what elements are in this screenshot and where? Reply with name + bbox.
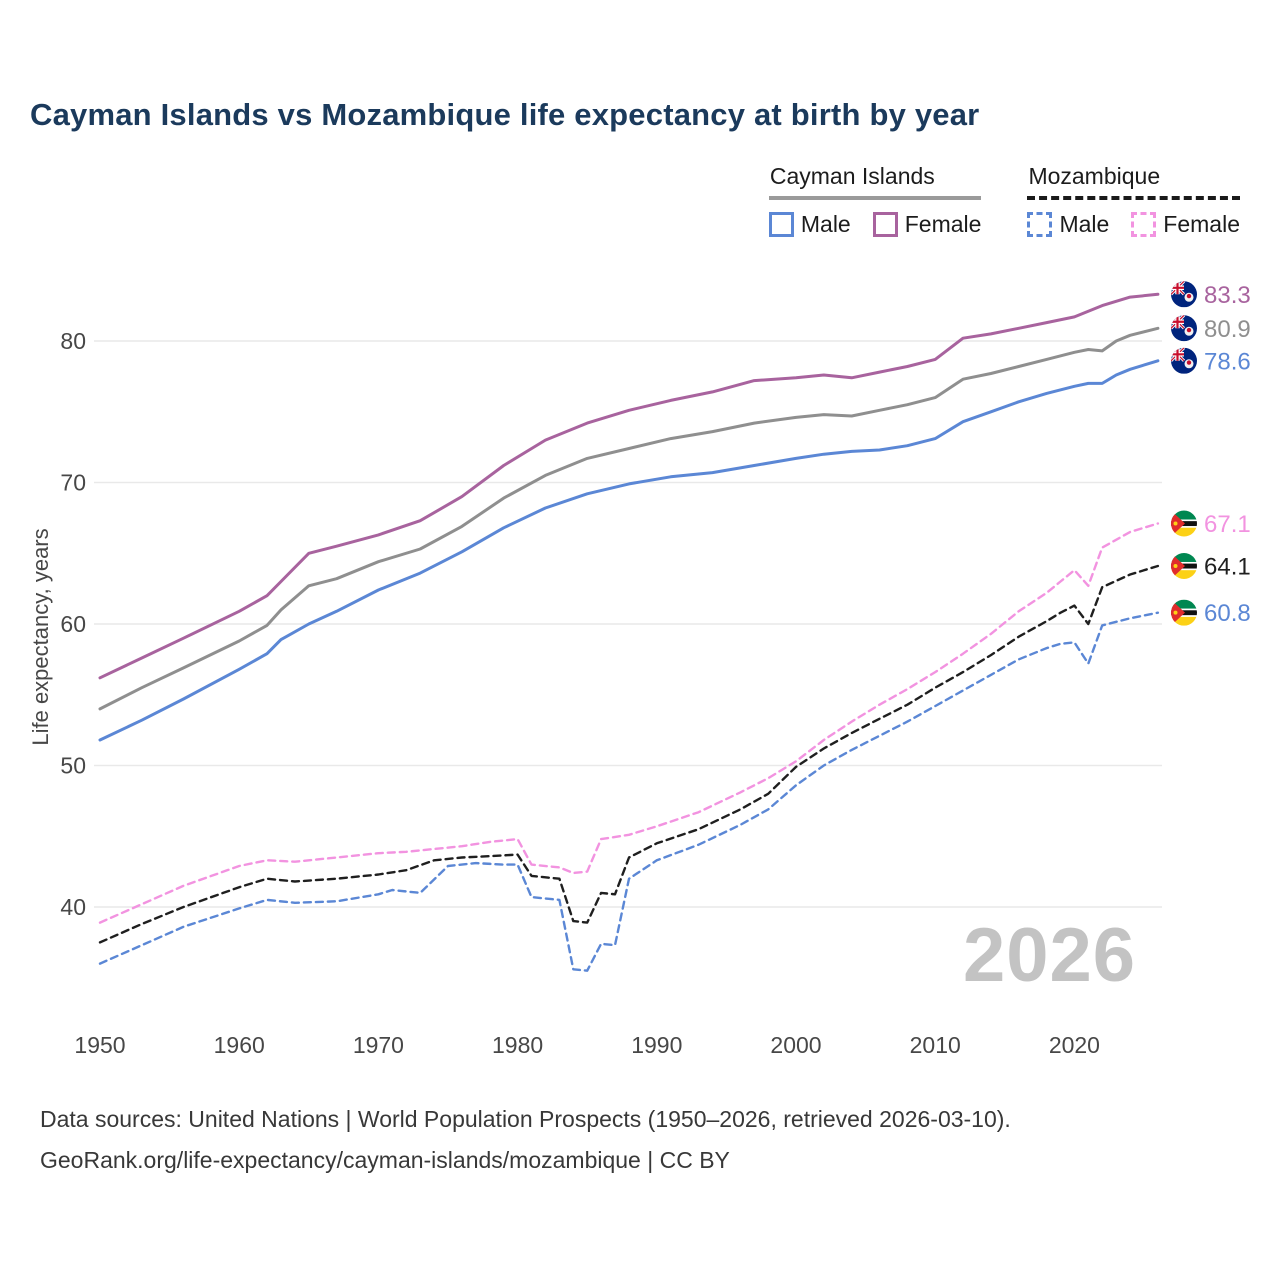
legend-swatch-cayman-male-icon	[768, 212, 794, 237]
y-tick-60: 60	[60, 611, 86, 637]
cayman-islands-flag-icon	[1171, 347, 1197, 374]
legend-swatch-cayman-female-icon	[872, 212, 898, 237]
end-value-cayman-islands-both: 80.9	[1204, 316, 1251, 343]
series-line-cayman-islands-female	[98, 292, 1160, 680]
end-value-cayman-islands-male: 78.6	[1204, 348, 1251, 375]
legend-group-title-mozambique: Mozambique	[1027, 163, 1240, 200]
footer-attribution: GeoRank.org/life-expectancy/cayman-islan…	[40, 1147, 730, 1173]
legend: Cayman Islands Male Female Mozambique Ma…	[768, 163, 1240, 238]
legend-group-cayman-islands: Cayman Islands Male Female	[768, 163, 982, 238]
x-tick-1990: 1990	[631, 1032, 682, 1058]
footer-data-sources: Data sources: United Nations | World Pop…	[40, 1106, 1011, 1132]
x-tick-2020: 2020	[1049, 1032, 1100, 1058]
legend-group-mozambique: Mozambique Male Female	[1027, 163, 1240, 238]
x-tick-1950: 1950	[74, 1032, 125, 1058]
x-tick-2010: 2010	[910, 1032, 961, 1058]
end-value-mozambique-female: 67.1	[1204, 511, 1251, 538]
cayman-islands-flag-icon	[1171, 315, 1197, 342]
legend-items-cayman-islands: Male Female	[768, 211, 982, 238]
legend-group-title-cayman-islands: Cayman Islands	[768, 163, 982, 200]
x-tick-1960: 1960	[214, 1032, 265, 1058]
y-tick-50: 50	[60, 753, 86, 779]
mozambique-flag-icon	[1171, 599, 1197, 626]
x-tick-2000: 2000	[770, 1032, 821, 1058]
legend-label-cayman-male: Male	[800, 211, 851, 237]
legend-label-mozambique-female: Female	[1163, 211, 1240, 237]
end-value-mozambique-both: 64.1	[1204, 553, 1251, 580]
legend-swatch-mozambique-male-icon	[1027, 212, 1053, 237]
page-title: Cayman Islands vs Mozambique life expect…	[30, 97, 980, 132]
end-value-cayman-islands-female: 83.3	[1204, 282, 1251, 309]
mozambique-flag-icon	[1171, 510, 1197, 537]
series-line-mozambique-female	[98, 522, 1160, 924]
legend-swatch-mozambique-female-icon	[1131, 212, 1157, 237]
series-line-mozambique-male	[98, 611, 1160, 972]
series-line-cayman-islands-male	[98, 359, 1160, 742]
series-line-mozambique-both	[98, 564, 1160, 944]
x-tick-1980: 1980	[492, 1032, 543, 1058]
legend-label-cayman-female: Female	[904, 211, 982, 237]
x-tick-1970: 1970	[353, 1032, 404, 1058]
y-tick-80: 80	[60, 328, 86, 354]
y-tick-70: 70	[60, 470, 86, 496]
series-line-cayman-islands-both	[98, 326, 1160, 711]
legend-items-mozambique: Male Female	[1027, 211, 1240, 238]
watermark-year: 2026	[963, 913, 1137, 998]
y-tick-40: 40	[60, 894, 86, 920]
mozambique-flag-icon	[1171, 552, 1197, 579]
end-value-mozambique-male: 60.8	[1204, 600, 1251, 627]
legend-label-mozambique-male: Male	[1059, 211, 1110, 237]
cayman-islands-flag-icon	[1171, 281, 1197, 308]
